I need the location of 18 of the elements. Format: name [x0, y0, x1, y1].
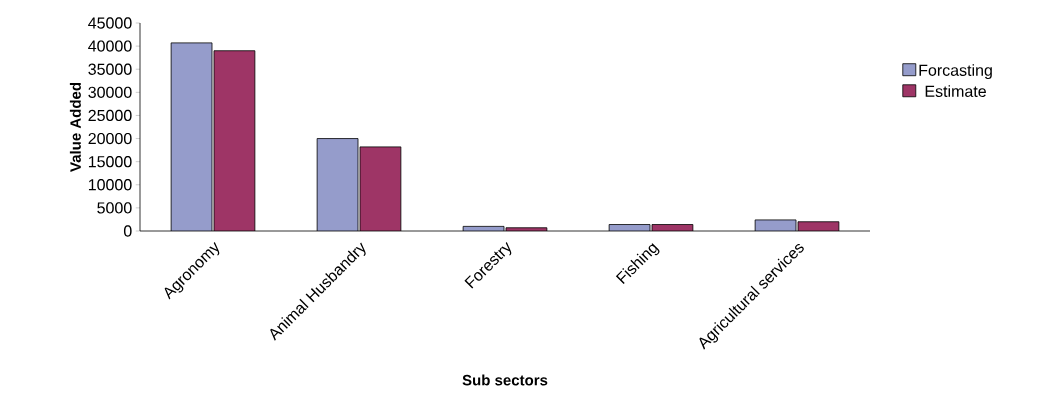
legend-label: Forcasting [919, 64, 992, 80]
y-tick-label: 10000 [88, 179, 132, 191]
y-tick-label: 15000 [88, 156, 132, 168]
y-tick-label: 40000 [88, 40, 132, 52]
y-tick-label: 45000 [88, 17, 132, 29]
y-tick-label: 25000 [88, 109, 132, 122]
bar [360, 146, 401, 231]
legend-label: Estimate [925, 85, 986, 97]
y-tick-label: 5000 [97, 202, 132, 214]
y-tick-label: 20000 [88, 132, 132, 145]
x-axis-title: Sub sectors [462, 374, 548, 386]
y-tick-label: 0 [123, 225, 132, 237]
y-axis-title: Value Added [69, 82, 81, 172]
bar [171, 42, 212, 231]
y-tick-label: 35000 [88, 63, 132, 75]
bar [317, 138, 359, 231]
bar [214, 50, 255, 231]
y-tick-label: 30000 [88, 86, 132, 98]
